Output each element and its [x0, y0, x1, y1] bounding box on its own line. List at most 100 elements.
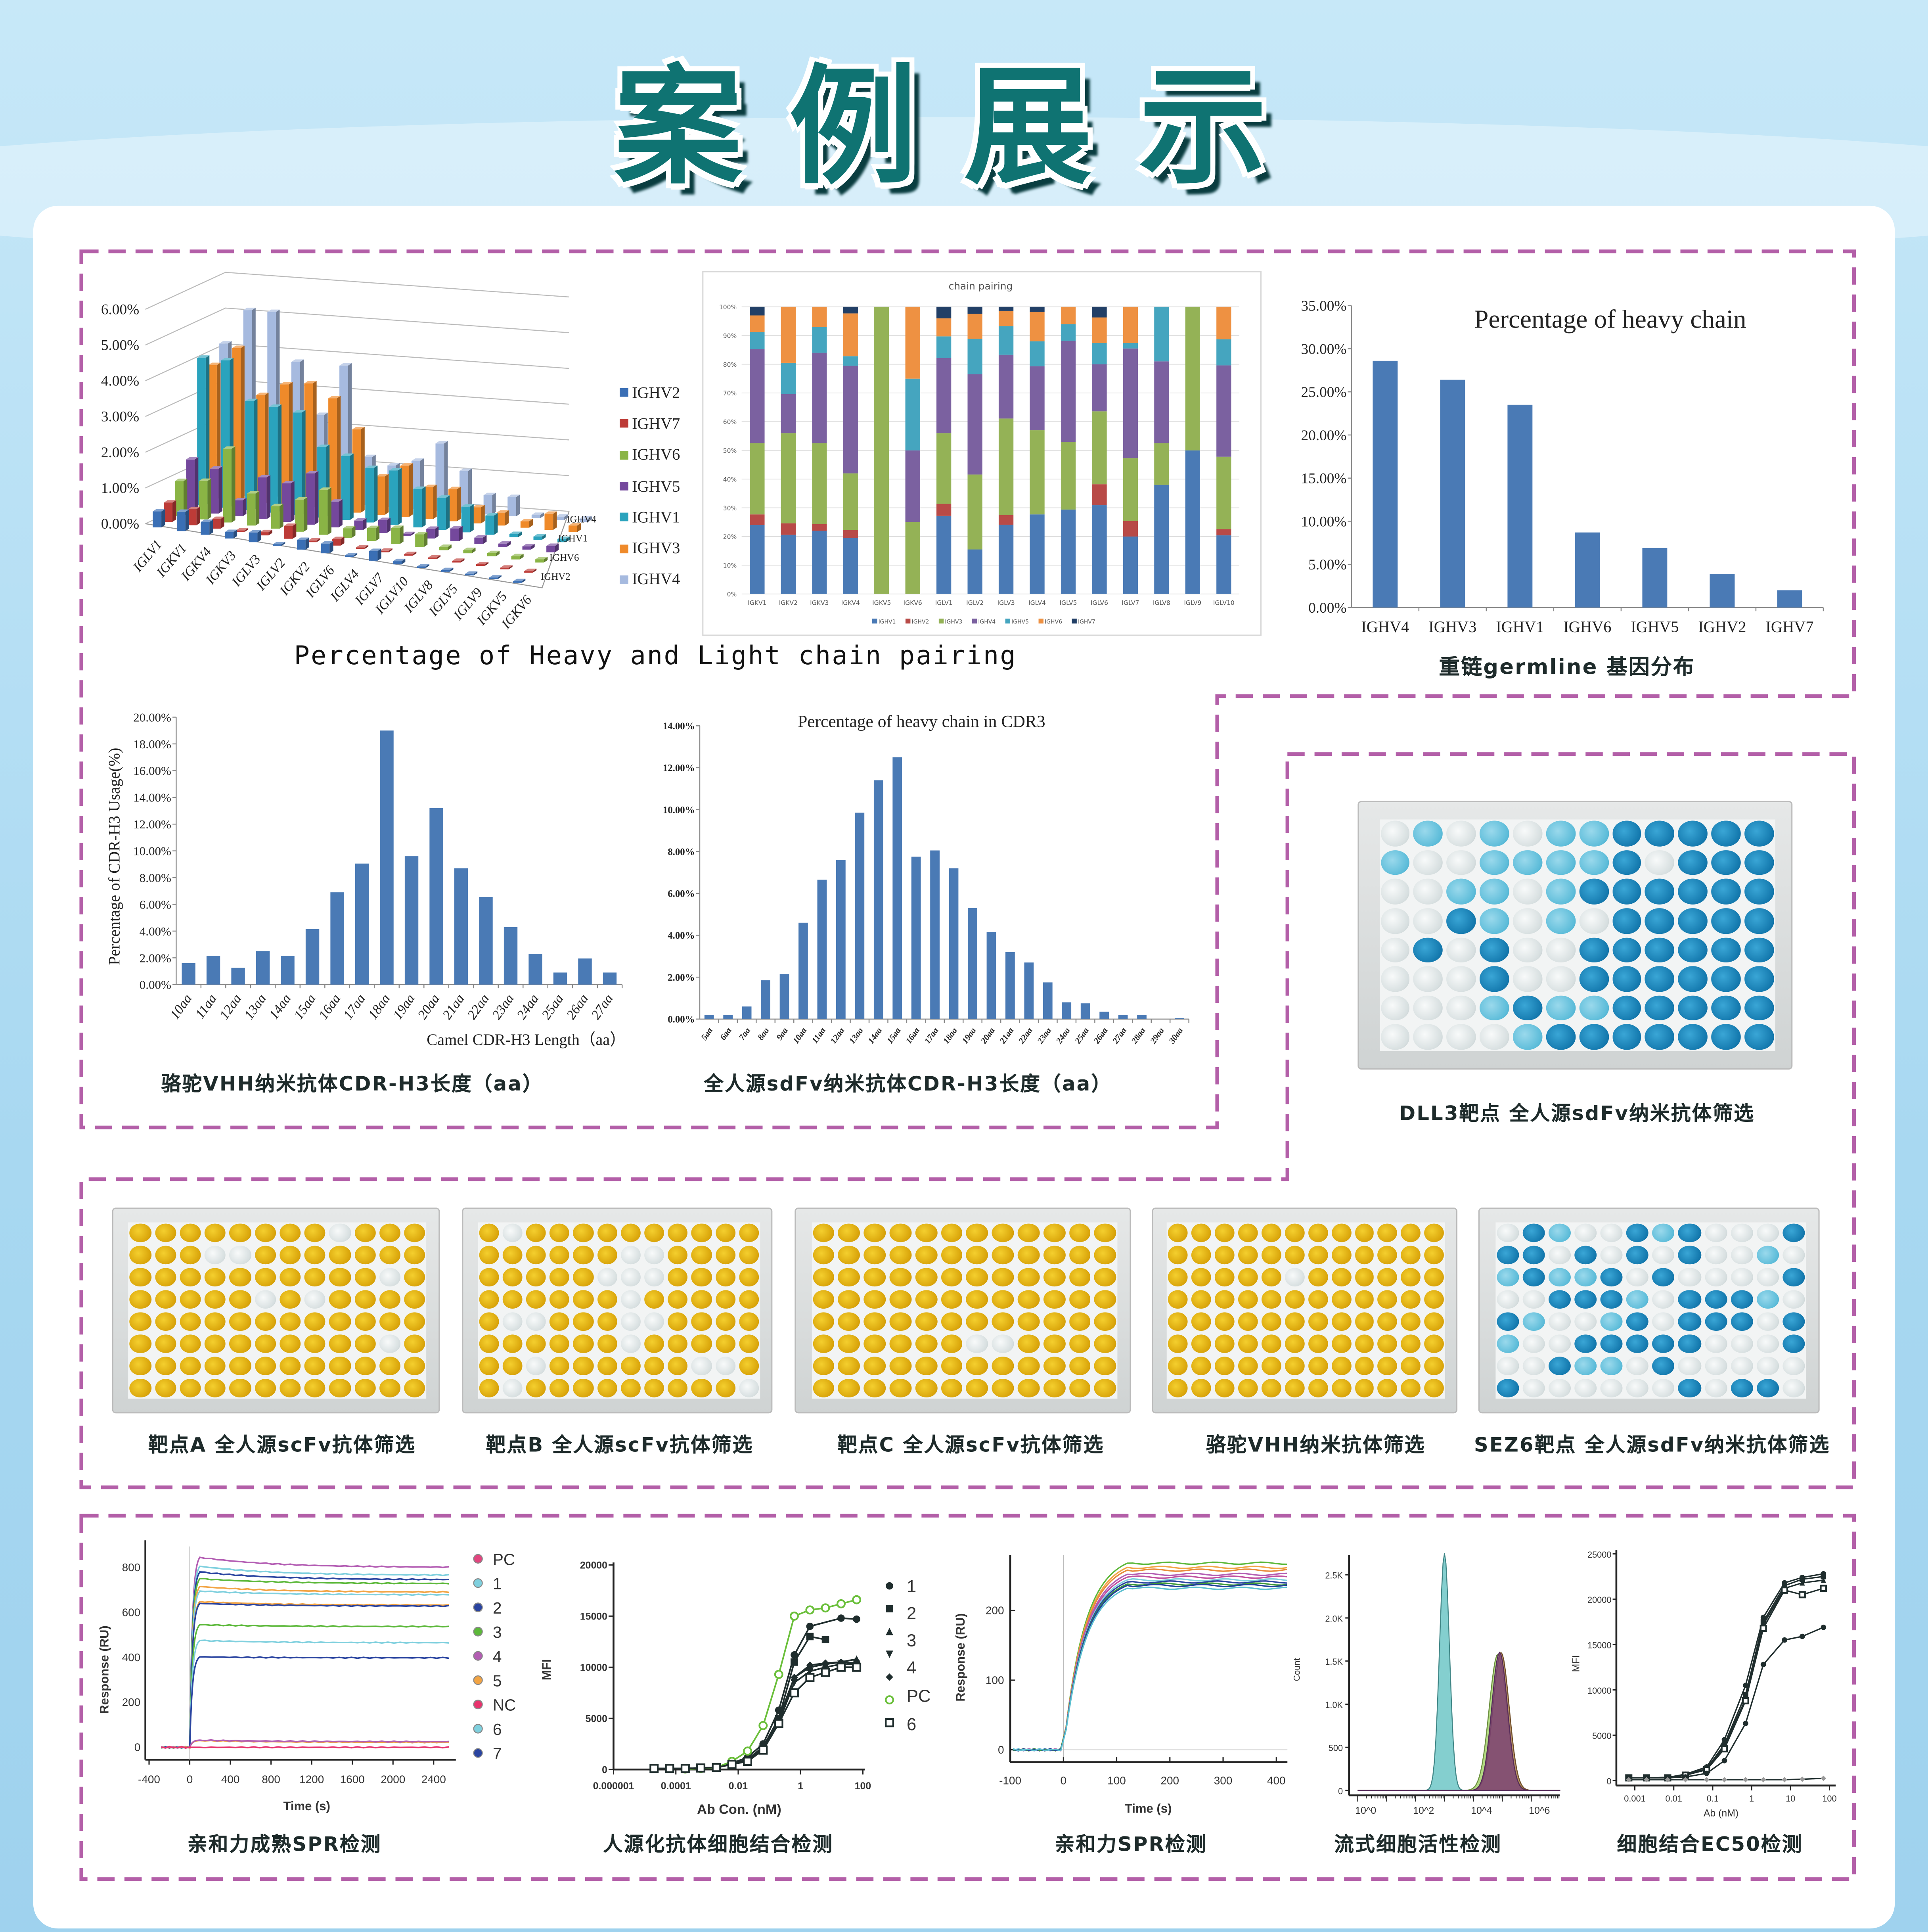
- well: [229, 1290, 251, 1309]
- x-tick-label: IGKV4: [841, 600, 860, 607]
- legend-label: 2: [907, 1604, 916, 1623]
- bar-segment-IGHV6: [1216, 307, 1231, 339]
- well: [1513, 1024, 1543, 1050]
- y-tick-label: 14.00%: [133, 791, 171, 805]
- well: [940, 1268, 963, 1286]
- well: [205, 1379, 226, 1398]
- bar-IGHV5-IGKV5: [522, 544, 535, 550]
- well: [1017, 1223, 1040, 1242]
- well: [1513, 937, 1543, 963]
- bar-IGHV5-IGLV10: [426, 526, 439, 539]
- marker-diamond: [1800, 1776, 1805, 1782]
- bar-IGHV3-IGKV5: [544, 511, 557, 530]
- well: [915, 1223, 937, 1242]
- well: [404, 1312, 426, 1331]
- well: [155, 1223, 176, 1242]
- marker-open-square: [712, 1763, 721, 1772]
- bar-side: [278, 404, 282, 513]
- bar-IGHV3-IGLV10: [448, 487, 461, 521]
- well: [940, 1312, 963, 1331]
- well: [254, 1245, 276, 1264]
- x-tick-label: 800: [262, 1773, 280, 1785]
- well: [304, 1379, 326, 1398]
- gridline: [145, 272, 569, 310]
- well: [1378, 1312, 1398, 1331]
- well: [1756, 1379, 1779, 1398]
- well: [668, 1245, 688, 1264]
- well: [1215, 1223, 1235, 1242]
- y-axis-title: Count: [1292, 1658, 1302, 1681]
- y-tick-label: 10.00%: [133, 844, 171, 858]
- well: [254, 1379, 276, 1398]
- bar-segment-IGHV4: [1092, 364, 1107, 412]
- well: [1579, 995, 1609, 1021]
- bar-IGHV4-IGLV8: [483, 493, 496, 515]
- bar-front: [391, 528, 400, 544]
- well: [379, 1223, 401, 1242]
- marker-open-circle: [758, 1721, 768, 1730]
- well: [620, 1357, 641, 1376]
- bar-IGHV5-IGLV2: [306, 471, 319, 525]
- bar-IGHV4: [1373, 360, 1398, 608]
- well: [1285, 1268, 1304, 1286]
- legend-label: 4: [907, 1658, 916, 1677]
- bar-side: [446, 495, 450, 530]
- well: [1730, 1290, 1753, 1309]
- well: [1579, 937, 1609, 963]
- well: [1549, 1357, 1571, 1376]
- x-tick-label: 21aa: [440, 991, 467, 1022]
- bar-IGHV6-IGLV5: [463, 547, 476, 554]
- marker-circle: [853, 1615, 860, 1623]
- sensorgram-curve: [161, 1590, 449, 1749]
- well: [1782, 1379, 1805, 1398]
- well: [155, 1268, 176, 1286]
- well: [279, 1312, 301, 1331]
- well: [404, 1357, 426, 1376]
- bar-front: [413, 489, 422, 527]
- well: [1261, 1334, 1281, 1353]
- well: [1601, 1334, 1623, 1353]
- marker-diamond: [1782, 1777, 1787, 1782]
- well: [279, 1268, 301, 1286]
- well: [479, 1268, 499, 1286]
- x-tick-label: -400: [138, 1773, 160, 1785]
- well: [1579, 879, 1609, 905]
- well: [479, 1223, 499, 1242]
- marker-diamond: [886, 1673, 893, 1681]
- well: [1094, 1357, 1116, 1376]
- bar-segment-IGHV6: [781, 307, 796, 363]
- well: [739, 1245, 759, 1264]
- well: [691, 1245, 712, 1264]
- well: [1447, 879, 1476, 905]
- x-tick-label: 0.001: [1624, 1794, 1645, 1804]
- well: [1447, 995, 1476, 1021]
- well: [838, 1334, 860, 1353]
- bar-IGHV7: [1777, 590, 1802, 608]
- x-tick-label: 0.0001: [661, 1781, 691, 1792]
- x-tick-label: 10: [1786, 1794, 1795, 1804]
- bar-segment-IGHV3: [1216, 456, 1231, 529]
- well: [279, 1357, 301, 1376]
- well: [1612, 966, 1642, 992]
- well: [1522, 1290, 1545, 1309]
- bar-IGHV7-IGKV2: [308, 538, 320, 542]
- well: [1354, 1245, 1375, 1264]
- bar-IGHV3-IGLV4: [400, 463, 413, 517]
- y-tick-label: 2.00%: [101, 445, 139, 461]
- bar-front: [522, 546, 531, 550]
- well: [354, 1357, 376, 1376]
- well: [1380, 908, 1410, 933]
- legend-swatch: [972, 618, 977, 624]
- bar-segment-IGHV4: [781, 394, 796, 433]
- x-tick-label: IGLV9: [1184, 600, 1201, 607]
- marker-circle: [1800, 1633, 1805, 1639]
- well: [597, 1379, 617, 1398]
- well: [379, 1245, 401, 1264]
- bar-14aa: [281, 956, 295, 985]
- x-tick-label: 19aa: [390, 991, 418, 1022]
- well: [1308, 1245, 1328, 1264]
- well: [1678, 1024, 1708, 1050]
- bar-front: [356, 547, 365, 549]
- well: [404, 1223, 426, 1242]
- well: [1238, 1312, 1258, 1331]
